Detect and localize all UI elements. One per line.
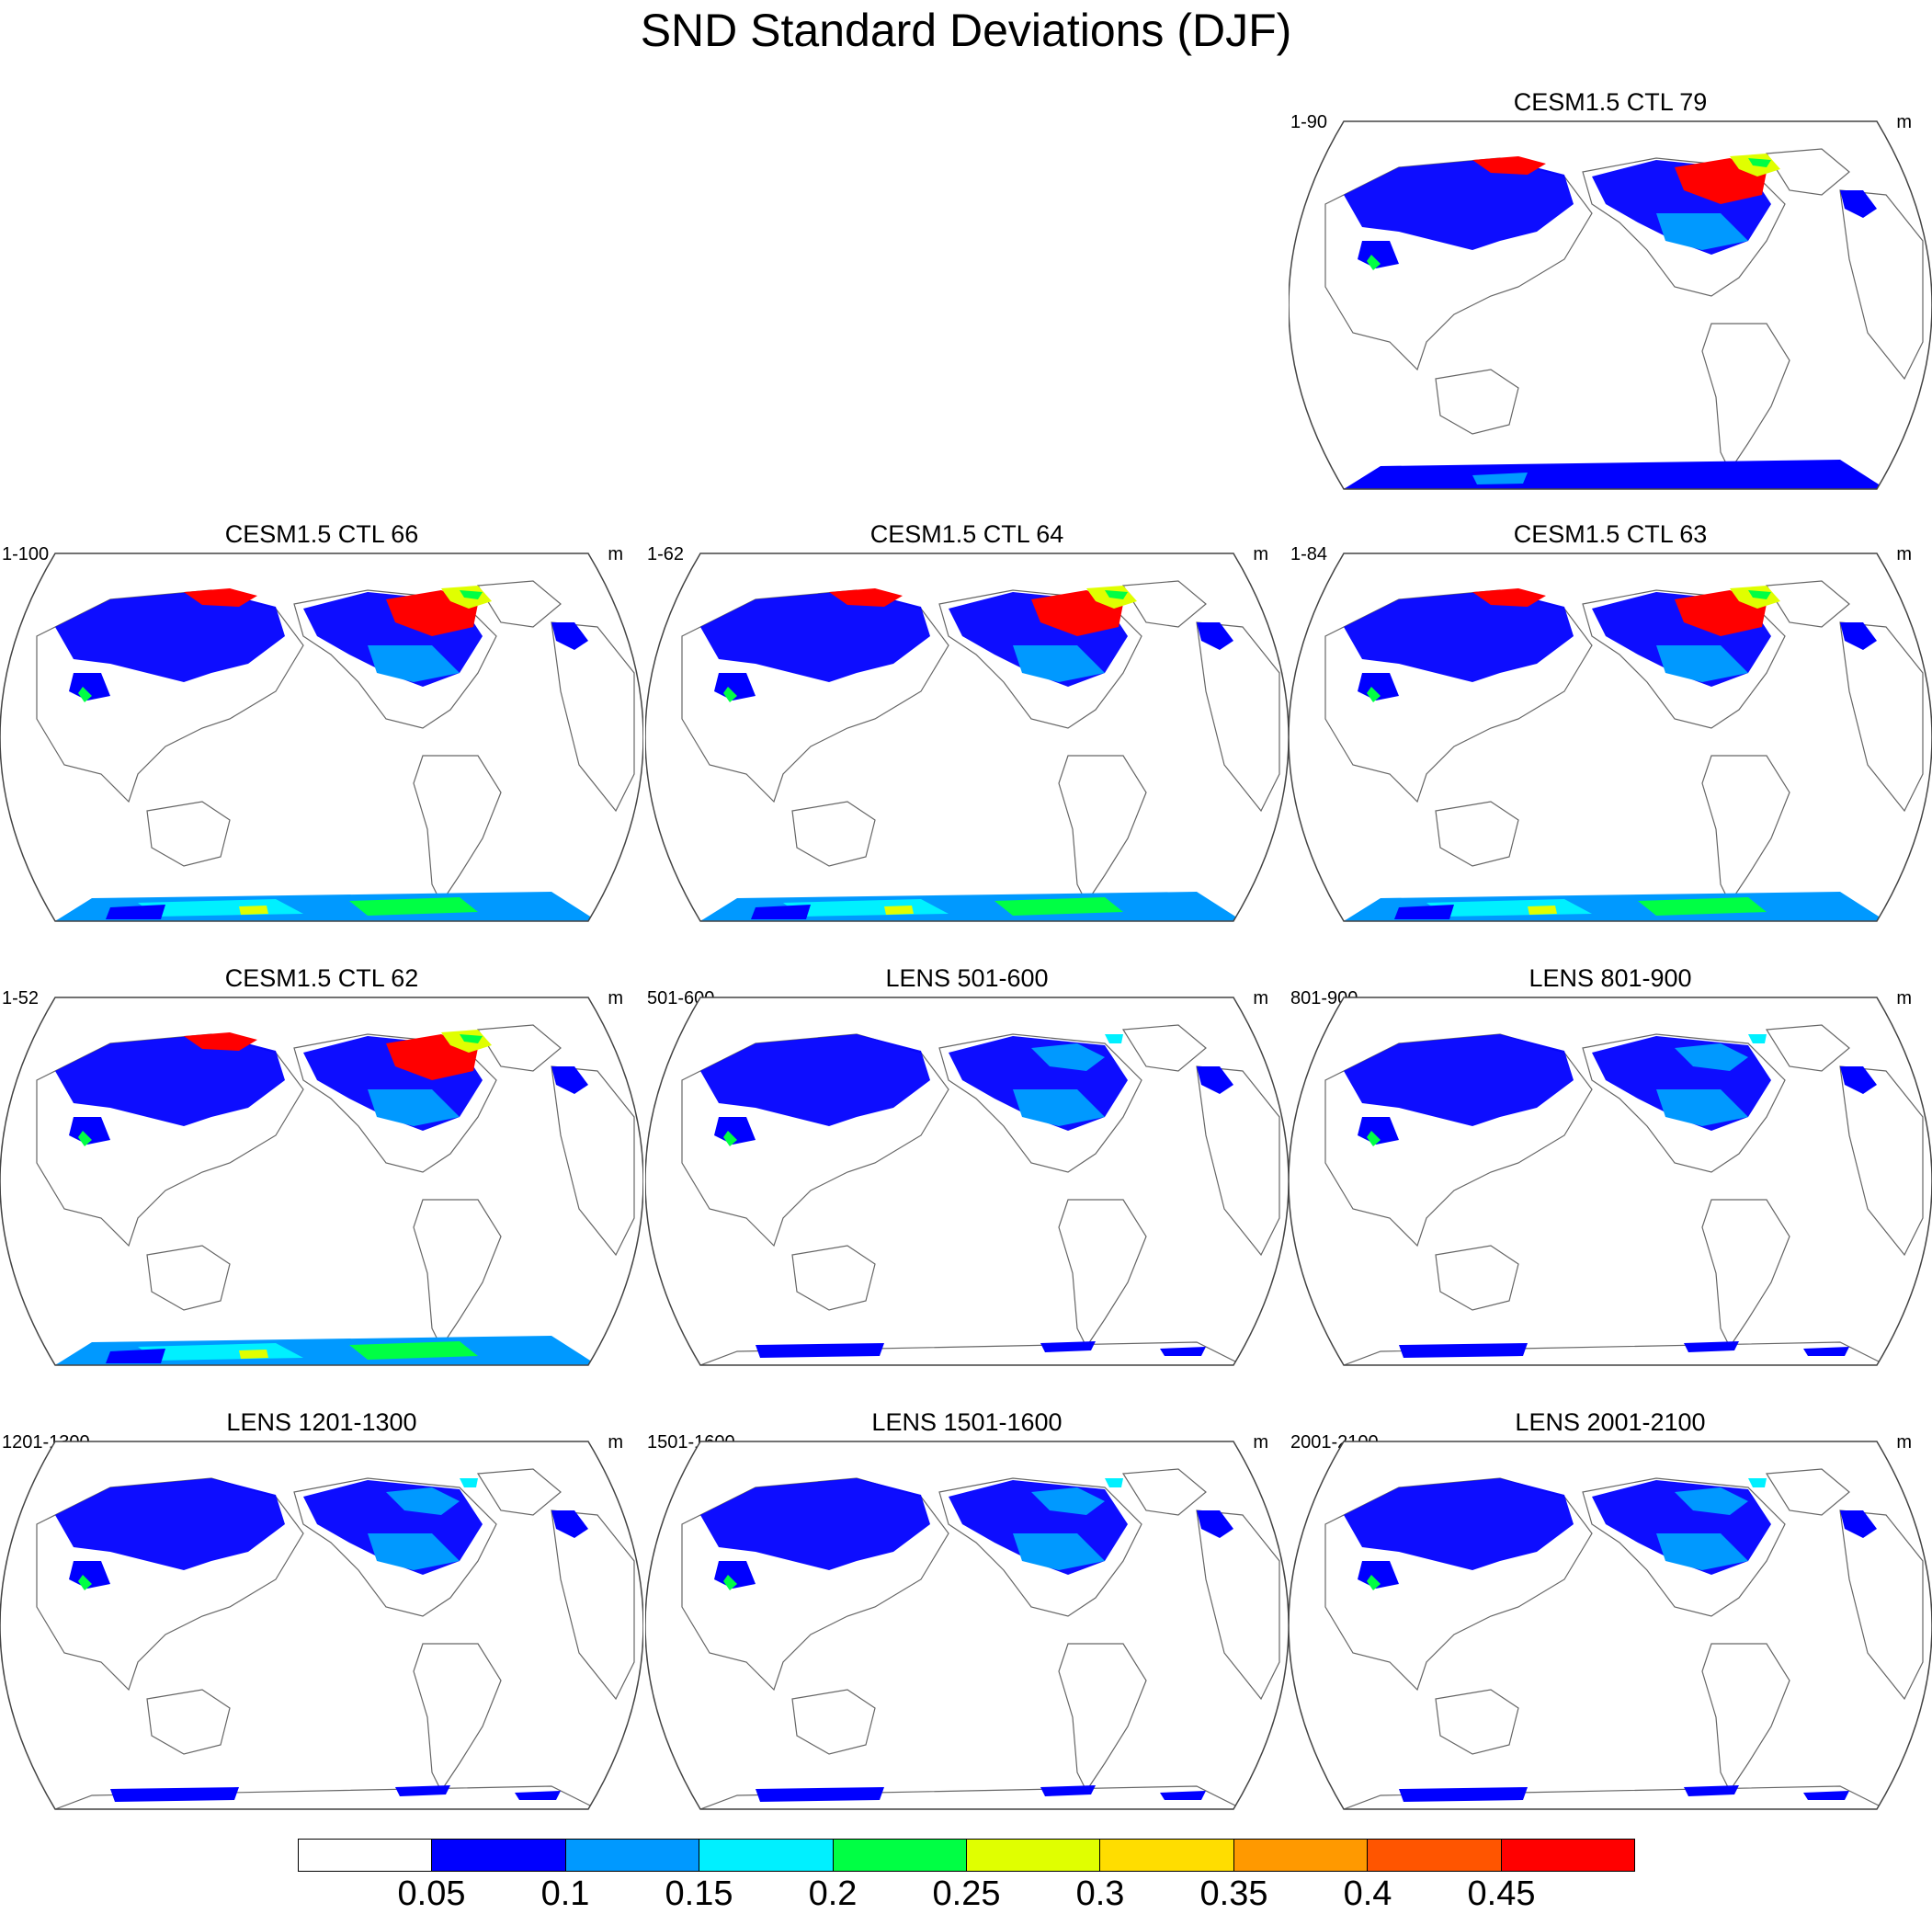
map-panel: CESM1.5 CTL 63 1-84 m — [1289, 520, 1932, 943]
map — [0, 997, 643, 1366]
colorbar-label: 0.35 — [1199, 1874, 1268, 1913]
figure-title: SND Standard Deviations (DJF) — [640, 5, 1292, 56]
panel-year-range: 1-84 — [1290, 544, 1328, 564]
panel-title: LENS 501-600 — [885, 964, 1049, 992]
map-panel: LENS 801-900 801-900 m — [1289, 964, 1932, 1387]
colorbar-box — [967, 1840, 1101, 1871]
colorbar-box — [699, 1840, 834, 1871]
panel-units: m — [1253, 1432, 1268, 1453]
map — [1289, 553, 1932, 922]
panel-units: m — [608, 544, 623, 564]
map — [1289, 1441, 1932, 1810]
colorbar — [298, 1839, 1635, 1872]
map-panel: CESM1.5 CTL 66 1-100 m — [0, 520, 643, 943]
colorbar-box — [299, 1840, 433, 1871]
colorbar-box — [565, 1840, 700, 1871]
panel-title: CESM1.5 CTL 79 — [1513, 88, 1708, 116]
panel-title: LENS 2001-2100 — [1515, 1408, 1706, 1436]
map — [645, 1441, 1289, 1810]
map-panel: CESM1.5 CTL 64 1-62 m — [645, 520, 1289, 943]
colorbar-box — [833, 1840, 968, 1871]
colorbar-box — [1501, 1840, 1635, 1871]
panel-title: LENS 801-900 — [1529, 964, 1692, 992]
map — [645, 997, 1289, 1366]
panel-title: LENS 1201-1300 — [226, 1408, 417, 1436]
colorbar-box — [432, 1840, 566, 1871]
colorbar-label: 0.25 — [932, 1874, 1001, 1913]
panel-year-range: 1-90 — [1290, 112, 1328, 132]
colorbar-box — [1368, 1840, 1502, 1871]
map-panel: LENS 1501-1600 1501-1600 m — [645, 1408, 1289, 1831]
panel-title: CESM1.5 CTL 66 — [224, 520, 419, 548]
colorbar-label: 0.2 — [808, 1874, 858, 1913]
panel-units: m — [608, 1432, 623, 1453]
map — [0, 553, 643, 922]
colorbar-label: 0.15 — [665, 1874, 733, 1913]
colorbar-label: 0.45 — [1467, 1874, 1536, 1913]
panel-units: m — [1896, 112, 1912, 132]
map-panel: LENS 501-600 501-600 m — [645, 964, 1289, 1387]
map-panel: CESM1.5 CTL 62 1-52 m — [0, 964, 643, 1387]
colorbar-label: 0.3 — [1075, 1874, 1125, 1913]
panel-title: LENS 1501-1600 — [871, 1408, 1063, 1436]
colorbar-box — [1233, 1840, 1369, 1871]
panel-year-range: 1-52 — [2, 988, 40, 1008]
map-panel: LENS 2001-2100 2001-2100 m — [1289, 1408, 1932, 1831]
panel-units: m — [608, 988, 623, 1008]
panel-year-range: 1-62 — [647, 544, 685, 564]
map — [0, 1441, 643, 1810]
panel-units: m — [1253, 988, 1268, 1008]
colorbar-box — [1100, 1840, 1234, 1871]
panel-units: m — [1896, 988, 1912, 1008]
map-panel: LENS 1201-1300 1201-1300 m — [0, 1408, 643, 1831]
map — [1289, 120, 1932, 490]
map-panel: CESM1.5 CTL 79 1-90 m — [1289, 88, 1932, 511]
panel-title: CESM1.5 CTL 62 — [224, 964, 419, 992]
panel-title: CESM1.5 CTL 63 — [1513, 520, 1708, 548]
map — [645, 553, 1289, 922]
panel-title: CESM1.5 CTL 64 — [869, 520, 1064, 548]
panel-units: m — [1896, 544, 1912, 564]
colorbar-label: 0.1 — [540, 1874, 590, 1913]
panel-units: m — [1253, 544, 1268, 564]
panel-units: m — [1896, 1432, 1912, 1453]
panel-year-range: 1-100 — [2, 544, 50, 564]
colorbar-label: 0.4 — [1343, 1874, 1392, 1913]
map — [1289, 997, 1932, 1366]
colorbar-label: 0.05 — [397, 1874, 466, 1913]
